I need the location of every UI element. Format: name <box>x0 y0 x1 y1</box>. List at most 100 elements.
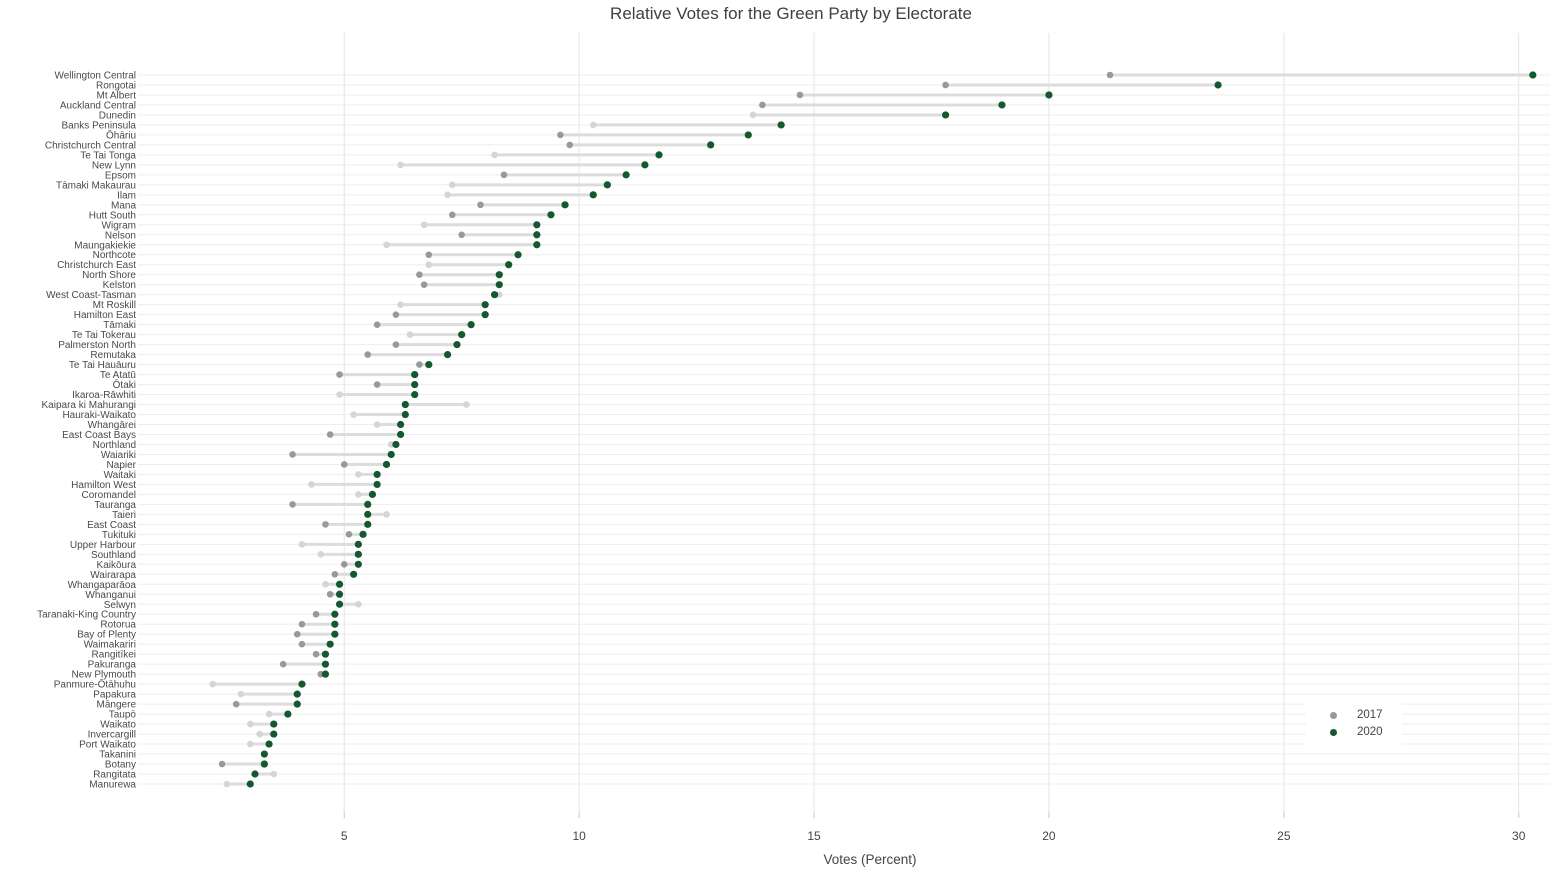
dot-2020[interactable] <box>453 341 461 349</box>
dot-2020[interactable] <box>505 261 513 269</box>
dot-2017[interactable] <box>317 551 325 558</box>
dot-2017[interactable] <box>256 730 263 738</box>
dot-2020[interactable] <box>246 780 254 788</box>
dot-2020[interactable] <box>411 390 419 399</box>
dot-2017[interactable] <box>463 401 470 408</box>
dot-2017[interactable] <box>458 231 465 239</box>
dot-2020[interactable] <box>561 201 569 209</box>
dot-2020[interactable] <box>364 520 372 528</box>
dot-2020[interactable] <box>392 440 400 449</box>
dot-2017[interactable] <box>246 720 254 728</box>
dot-2017[interactable] <box>448 211 456 219</box>
dot-2017[interactable] <box>218 760 226 768</box>
dot-2020[interactable] <box>265 740 273 748</box>
dot-2020[interactable] <box>373 470 381 479</box>
dot-2020[interactable] <box>495 271 503 279</box>
dot-2020[interactable] <box>443 351 452 359</box>
dot-2017[interactable] <box>425 251 433 259</box>
dot-2020[interactable] <box>495 281 503 289</box>
dot-2020[interactable] <box>397 430 405 439</box>
dot-2017[interactable] <box>448 181 456 189</box>
dot-2017[interactable] <box>416 271 423 279</box>
dot-2017[interactable] <box>392 341 400 348</box>
dot-2017[interactable] <box>397 161 404 169</box>
dot-2020[interactable] <box>941 111 950 119</box>
dot-2017[interactable] <box>312 610 320 618</box>
dot-2020[interactable] <box>326 640 334 648</box>
dot-2020[interactable] <box>533 231 541 239</box>
dot-2017[interactable] <box>270 770 278 778</box>
dot-2017[interactable] <box>340 461 348 468</box>
dot-2020[interactable] <box>481 311 489 319</box>
dot-2020[interactable] <box>298 680 306 688</box>
dot-2020[interactable] <box>364 500 372 508</box>
dot-2017[interactable] <box>749 111 757 119</box>
dot-2017[interactable] <box>420 221 428 229</box>
dot-2020[interactable] <box>354 560 362 568</box>
dot-2017[interactable] <box>589 121 597 129</box>
dot-2017[interactable] <box>500 171 508 179</box>
dot-2020[interactable] <box>373 480 381 489</box>
dot-2020[interactable] <box>533 221 541 229</box>
dot-2020[interactable] <box>321 660 330 668</box>
dot-2020[interactable] <box>260 750 268 758</box>
dot-2020[interactable] <box>321 670 330 678</box>
dot-2017[interactable] <box>223 780 231 788</box>
dot-2017[interactable] <box>336 371 343 378</box>
dot-2017[interactable] <box>355 491 362 498</box>
dot-2017[interactable] <box>345 531 353 538</box>
dot-2017[interactable] <box>759 101 766 109</box>
dot-2020[interactable] <box>293 700 301 708</box>
dot-2020[interactable] <box>359 530 367 538</box>
dot-2020[interactable] <box>331 630 339 638</box>
dot-2017[interactable] <box>397 301 404 308</box>
dot-2017[interactable] <box>326 590 334 598</box>
dot-2020[interactable] <box>270 720 278 728</box>
dot-2020[interactable] <box>1045 91 1053 99</box>
dot-2020[interactable] <box>458 331 466 339</box>
dot-2020[interactable] <box>481 301 489 309</box>
dot-2020[interactable] <box>603 181 611 189</box>
dot-2017[interactable] <box>232 700 240 708</box>
dot-2020[interactable] <box>425 360 433 369</box>
dot-2017[interactable] <box>331 570 339 578</box>
dot-2017[interactable] <box>1106 71 1114 79</box>
dot-2020[interactable] <box>514 251 522 259</box>
dot-2020[interactable] <box>411 370 419 379</box>
dot-2020[interactable] <box>335 590 344 598</box>
dot-2017[interactable] <box>279 660 287 668</box>
dot-2017[interactable] <box>340 561 348 568</box>
dot-2017[interactable] <box>293 630 301 638</box>
dot-2017[interactable] <box>416 361 423 368</box>
dot-2020[interactable] <box>335 600 344 608</box>
dot-2017[interactable] <box>373 321 381 328</box>
dot-2017[interactable] <box>298 541 306 548</box>
dot-2020[interactable] <box>364 510 372 518</box>
dot-2020[interactable] <box>655 151 663 159</box>
dot-2020[interactable] <box>251 770 259 778</box>
dot-2017[interactable] <box>322 521 329 528</box>
dot-2017[interactable] <box>566 141 574 149</box>
dot-2020[interactable] <box>382 460 391 469</box>
dot-2017[interactable] <box>326 431 334 438</box>
dot-2020[interactable] <box>1214 81 1222 89</box>
dot-2017[interactable] <box>298 640 306 648</box>
dot-2020[interactable] <box>589 191 597 199</box>
dot-2017[interactable] <box>308 481 315 488</box>
dot-2020[interactable] <box>260 760 268 768</box>
dot-2017[interactable] <box>942 81 949 89</box>
dot-2020[interactable] <box>270 730 278 738</box>
dot-2017[interactable] <box>237 690 245 698</box>
dot-2017[interactable] <box>312 650 320 658</box>
dot-2020[interactable] <box>744 131 752 139</box>
dot-2020[interactable] <box>777 121 785 129</box>
dot-2020[interactable] <box>533 241 541 249</box>
dot-2020[interactable] <box>387 450 395 459</box>
dot-2020[interactable] <box>401 410 409 419</box>
dot-2017[interactable] <box>796 91 804 99</box>
dot-2020[interactable] <box>641 161 649 169</box>
dot-2017[interactable] <box>392 311 400 318</box>
dot-2017[interactable] <box>406 331 414 338</box>
dot-2020[interactable] <box>284 710 292 718</box>
dot-2020[interactable] <box>998 101 1006 109</box>
